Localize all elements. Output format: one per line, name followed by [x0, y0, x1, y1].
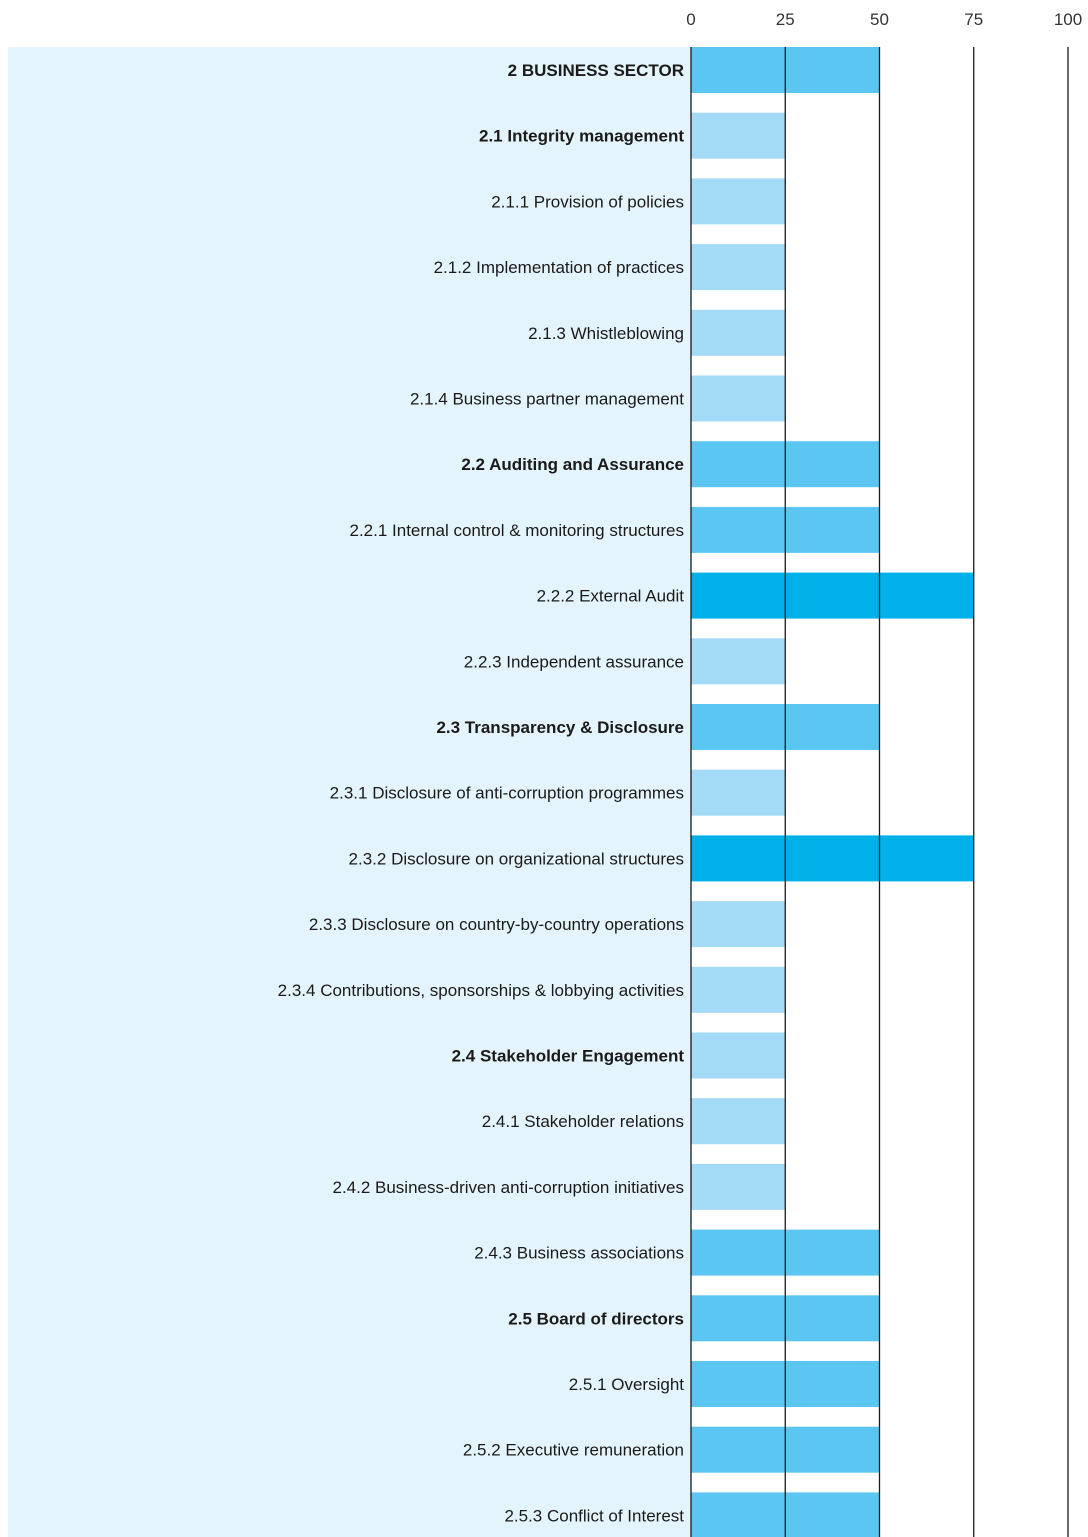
bars — [691, 47, 974, 1537]
category-label-21: 2.5.1 Oversight — [569, 1375, 685, 1394]
category-label-23: 2.5.3 Conflict of Interest — [504, 1506, 684, 1525]
bar-9 — [691, 572, 974, 619]
bar-12 — [691, 769, 786, 816]
category-labels: 2 BUSINESS SECTOR 2.1 Integrity managemen… — [278, 61, 685, 1525]
category-label-5: 2.1.3 Whistleblowing — [528, 324, 684, 343]
category-label-7: 2.2 Auditing and Assurance — [461, 455, 684, 474]
label-band — [8, 47, 691, 1537]
category-label-4: 2.1.2 Implementation of practices — [434, 258, 684, 277]
bar-5 — [691, 309, 786, 356]
category-label-3: 2.1.1 Provision of policies — [491, 192, 684, 211]
gridlines — [690, 47, 1069, 1537]
category-label-13: 2.3.2 Disclosure on organizational struc… — [349, 849, 684, 868]
bar-18 — [691, 1163, 786, 1210]
category-label-1: 2 BUSINESS SECTOR — [508, 61, 684, 80]
category-label-15: 2.3.4 Contributions, sponsorships & lobb… — [278, 981, 684, 1000]
bar-15 — [691, 966, 786, 1013]
bar-6 — [691, 375, 786, 422]
bar-14 — [691, 901, 786, 948]
category-label-10: 2.2.3 Independent assurance — [464, 652, 684, 671]
bar-4 — [691, 244, 786, 291]
tick-label-100: 100 — [1054, 10, 1082, 29]
category-label-20: 2.5 Board of directors — [508, 1309, 684, 1328]
bar-3 — [691, 178, 786, 225]
category-label-6: 2.1.4 Business partner management — [410, 390, 684, 409]
bar-17 — [691, 1098, 786, 1145]
category-label-9: 2.2.2 External Audit — [537, 587, 685, 606]
category-label-22: 2.5.2 Executive remuneration — [463, 1441, 684, 1460]
tick-label-50: 50 — [870, 10, 889, 29]
category-label-12: 2.3.1 Disclosure of anti-corruption prog… — [330, 784, 684, 803]
category-label-17: 2.4.1 Stakeholder relations — [482, 1112, 684, 1131]
category-label-2: 2.1 Integrity management — [479, 127, 684, 146]
category-label-19: 2.4.3 Business associations — [474, 1244, 684, 1263]
tick-label-25: 25 — [776, 10, 795, 29]
tick-label-0: 0 — [686, 10, 695, 29]
x-axis-ticks: 0 25 50 75 100 — [686, 10, 1082, 29]
category-label-18: 2.4.2 Business-driven anti-corruption in… — [332, 1178, 684, 1197]
bar-16 — [691, 1032, 786, 1079]
bar-13 — [691, 835, 974, 882]
category-label-11: 2.3 Transparency & Disclosure — [436, 718, 684, 737]
category-label-8: 2.2.1 Internal control & monitoring stru… — [350, 521, 685, 540]
category-label-14: 2.3.3 Disclosure on country-by-country o… — [309, 915, 684, 934]
bar-2 — [691, 112, 786, 159]
category-label-16: 2.4 Stakeholder Engagement — [452, 1047, 685, 1066]
bar-10 — [691, 638, 786, 685]
tick-label-75: 75 — [964, 10, 983, 29]
